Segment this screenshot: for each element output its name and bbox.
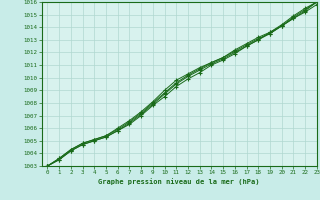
X-axis label: Graphe pression niveau de la mer (hPa): Graphe pression niveau de la mer (hPa) bbox=[99, 178, 260, 185]
